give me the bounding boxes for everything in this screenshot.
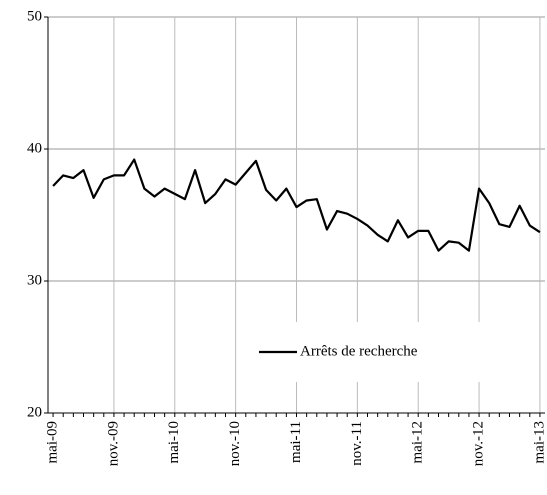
- y-tick-label: 30: [27, 272, 42, 288]
- x-tick-label: nov.-10: [227, 421, 243, 466]
- y-tick-label: 40: [27, 140, 42, 156]
- x-tick-label: mai-13: [531, 421, 547, 464]
- x-tick-label: nov.-11: [349, 421, 365, 466]
- x-tick-label: mai-10: [166, 421, 182, 464]
- x-tick-label: mai-11: [288, 421, 304, 463]
- x-tick-label: mai-12: [410, 421, 426, 464]
- line: [52, 158, 541, 252]
- legend: Arrêts de recherche: [250, 322, 490, 382]
- x-tick-label: mai-09: [45, 421, 61, 464]
- y-tick-label: 20: [27, 404, 42, 420]
- y-tick-label: 50: [27, 8, 42, 24]
- x-tick-label: nov.-12: [471, 421, 487, 466]
- x-tick-label: nov.-09: [105, 421, 121, 466]
- legend-label: Arrêts de recherche: [300, 343, 418, 359]
